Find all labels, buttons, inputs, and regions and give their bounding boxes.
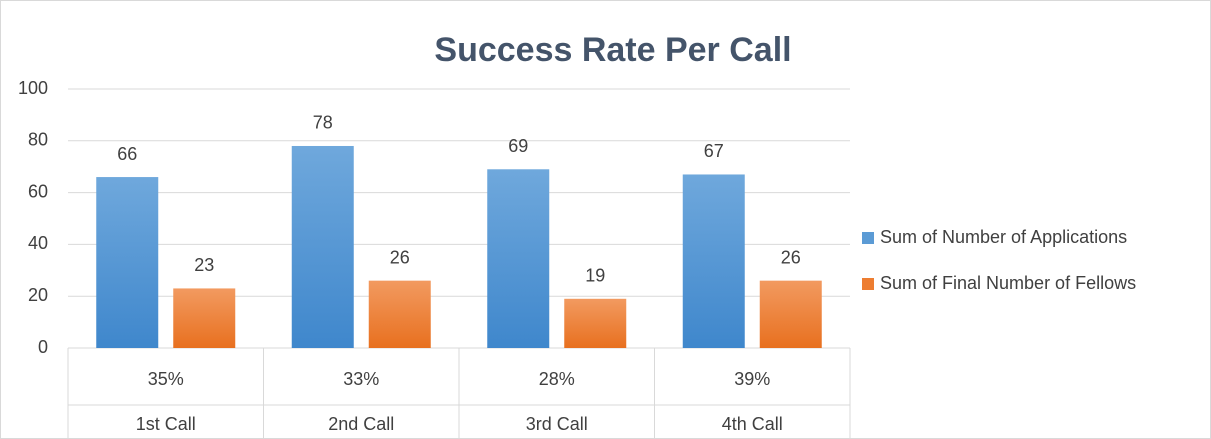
x-tick-label: 4th Call [722, 414, 783, 434]
bar [96, 177, 159, 348]
y-tick-label: 100 [18, 78, 48, 98]
data-label: 66 [117, 144, 137, 164]
x-tick-sublabel: 33% [343, 369, 379, 389]
y-tick-label: 60 [28, 181, 48, 201]
legend-swatch [862, 232, 874, 244]
data-label: 26 [390, 247, 410, 267]
data-label: 23 [194, 255, 214, 275]
y-tick-label: 0 [38, 337, 48, 357]
x-tick-label: 3rd Call [526, 414, 588, 434]
x-tick-label: 2nd Call [328, 414, 394, 434]
bar [291, 145, 354, 348]
data-label: 69 [508, 136, 528, 156]
bar [564, 298, 627, 348]
bar [759, 280, 822, 348]
data-label: 19 [585, 266, 605, 286]
legend-label: Sum of Final Number of Fellows [880, 273, 1136, 293]
bar [682, 174, 745, 348]
chart-title: Success Rate Per Call [434, 31, 791, 69]
y-tick-label: 20 [28, 285, 48, 305]
x-tick-sublabel: 39% [734, 369, 770, 389]
y-tick-label: 80 [28, 130, 48, 150]
data-label: 26 [781, 247, 801, 267]
bar [173, 288, 236, 348]
x-tick-label: 1st Call [136, 414, 196, 434]
x-tick-sublabel: 35% [148, 369, 184, 389]
bar [487, 169, 550, 348]
bar [368, 280, 431, 348]
legend-swatch [862, 278, 874, 290]
legend-label: Sum of Number of Applications [880, 227, 1127, 247]
y-tick-label: 40 [28, 233, 48, 253]
x-tick-sublabel: 28% [539, 369, 575, 389]
data-label: 78 [313, 113, 333, 133]
data-label: 67 [704, 141, 724, 161]
